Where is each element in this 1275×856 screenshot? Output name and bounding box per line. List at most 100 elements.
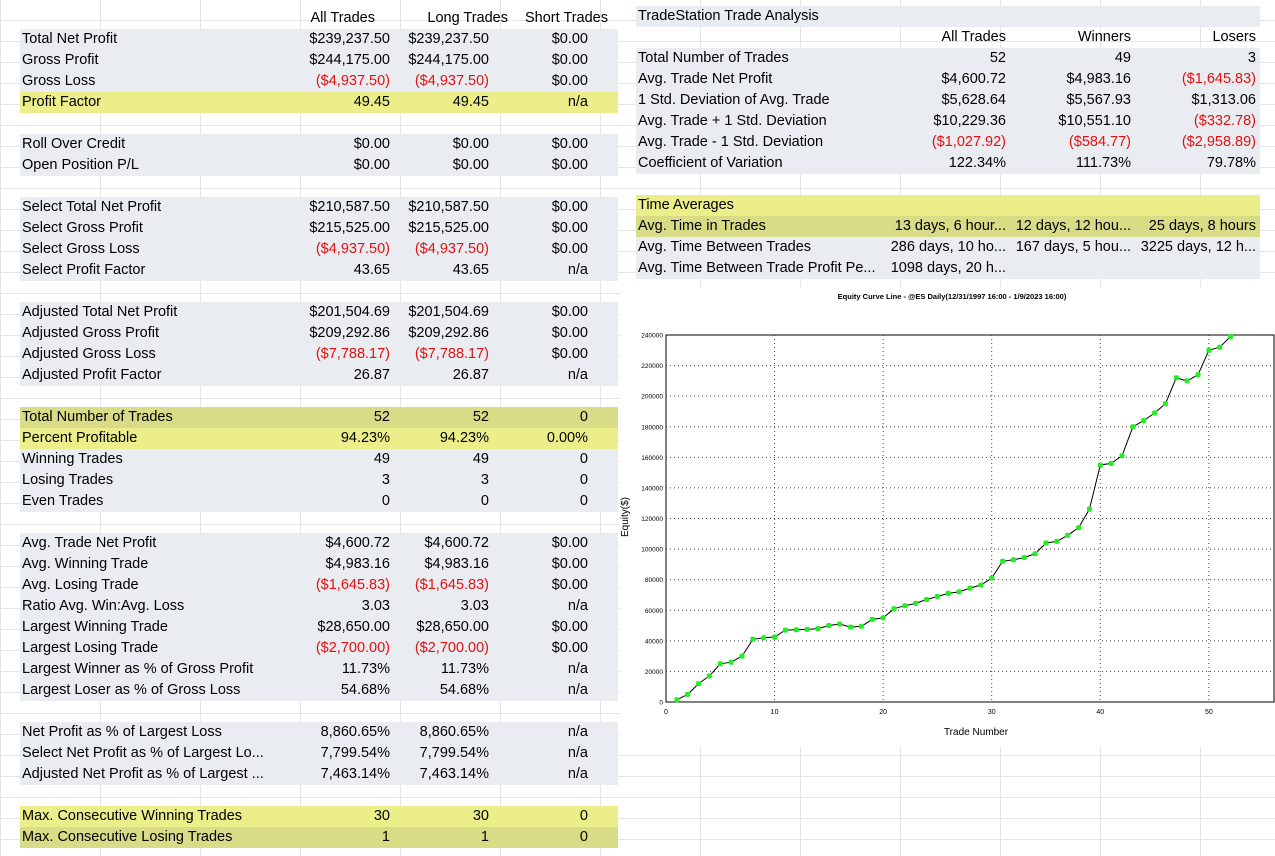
stat-label: Avg. Winning Trade — [22, 556, 149, 572]
stat-row-adjusted-gross-loss: Adjusted Gross Loss ($7,788.17) ($7,788.17… — [20, 344, 618, 365]
stat-value: 3 — [381, 472, 390, 488]
stat-value: ($4,937.50) — [414, 241, 489, 257]
analysis-row-coefficient-of-variation: Coefficient of Variation 122.34% 111.73% 79… — [636, 153, 1260, 174]
left-table-header-row: All Trades Long Trades Short Trades — [20, 8, 618, 29]
stat-value: 0 — [579, 808, 588, 824]
stat-label: Open Position P/L — [22, 157, 139, 173]
stat-value: $244,175.00 — [309, 52, 390, 68]
stat-value: $28,650.00 — [416, 619, 489, 635]
stat-label: Total Number of Trades — [22, 409, 173, 425]
equity-point — [739, 653, 745, 659]
equity-point — [848, 624, 854, 630]
stat-row-net-profit-as-of-largest-loss: Net Profit as % of Largest Loss 8,860.65%… — [20, 722, 618, 743]
stat-value: 0 — [579, 451, 588, 467]
stat-row-losing-trades: Losing Trades 3 3 0 — [20, 470, 618, 491]
stat-value: $239,237.50 — [408, 31, 489, 47]
stat-value: 8,860.65% — [419, 724, 489, 740]
stat-label: Even Trades — [22, 493, 104, 509]
header-all-trades: All Trades — [310, 10, 375, 26]
stat-row-largest-winning-trade: Largest Winning Trade $28,650.00 $28,650.0… — [20, 617, 618, 638]
stat-label: Percent Profitable — [22, 430, 138, 446]
analysis-value: 1098 days, 20 h... — [890, 260, 1006, 276]
stat-row-avg-winning-trade: Avg. Winning Trade $4,983.16 $4,983.16 $0.0… — [20, 554, 618, 575]
stat-row-total-net-profit: Total Net Profit $239,237.50 $239,237.50 $0… — [20, 29, 618, 50]
equity-point — [869, 616, 875, 622]
stat-value: 49 — [373, 451, 390, 467]
analysis-row-avg-trade-1-std-deviation: Avg. Trade - 1 Std. Deviation ($1,027.92)… — [636, 132, 1260, 153]
equity-point — [1130, 424, 1136, 430]
stat-value: $0.00 — [551, 220, 588, 236]
equity-point — [989, 575, 995, 581]
equity-point — [1173, 375, 1179, 381]
equity-point — [685, 691, 691, 697]
stat-label: Select Gross Loss — [22, 241, 140, 257]
equity-point — [945, 590, 951, 596]
stat-label: Adjusted Profit Factor — [22, 367, 162, 383]
spacer-row — [20, 113, 618, 134]
equity-point — [696, 681, 702, 687]
stat-value: $215,525.00 — [408, 220, 489, 236]
analysis-row-1-std-deviation-of-avg-trade: 1 Std. Deviation of Avg. Trade $5,628.64 $… — [636, 90, 1260, 111]
equity-point — [1000, 558, 1006, 564]
stat-value: 7,799.54% — [320, 745, 390, 761]
stat-row-select-net-profit-as-of-largest-lo: Select Net Profit as % of Largest Lo... 7… — [20, 743, 618, 764]
equity-point — [1184, 378, 1190, 384]
stat-value: $239,237.50 — [309, 31, 390, 47]
equity-point — [717, 661, 723, 667]
equity-point — [1108, 460, 1114, 466]
equity-point — [750, 636, 756, 642]
stat-row-total-number-of-trades: Total Number of Trades 52 52 0 — [20, 407, 618, 428]
y-tick-label: 60000 — [645, 608, 663, 615]
stat-value: $0.00 — [551, 640, 588, 656]
stat-label: Adjusted Gross Loss — [22, 346, 156, 362]
equity-point — [1054, 538, 1060, 544]
stat-value: 11.73% — [440, 661, 489, 677]
stat-value: $0.00 — [551, 346, 588, 362]
stat-value: 49.45 — [452, 94, 489, 110]
equity-point — [913, 600, 919, 606]
analysis-label: Avg. Time Between Trades — [638, 239, 812, 255]
analysis-value: $10,229.36 — [933, 113, 1006, 129]
stat-value: $0.00 — [551, 535, 588, 551]
y-tick-label: 120000 — [641, 516, 663, 523]
stat-label: Profit Factor — [22, 94, 101, 110]
stat-value: n/a — [567, 766, 588, 782]
stat-row-avg-losing-trade: Avg. Losing Trade ($1,645.83) ($1,645.83) $… — [20, 575, 618, 596]
analysis-row-avg-time-between-trade-profit-pe: Avg. Time Between Trade Profit Pe... 1098… — [636, 258, 1260, 279]
header-winners: Winners — [1077, 29, 1131, 45]
stat-row-largest-losing-trade: Largest Losing Trade ($2,700.00) ($2,700.0… — [20, 638, 618, 659]
stat-value: $0.00 — [551, 52, 588, 68]
equity-point — [1119, 453, 1125, 459]
analysis-value: ($1,027.92) — [931, 134, 1006, 150]
stat-value: $4,600.72 — [325, 535, 390, 551]
stat-row-select-profit-factor: Select Profit Factor 43.65 43.65 n/a — [20, 260, 618, 281]
stat-value: ($4,937.50) — [315, 241, 390, 257]
stat-value: 11.73% — [341, 661, 390, 677]
stat-value: $0.00 — [551, 136, 588, 152]
stat-value: n/a — [567, 598, 588, 614]
stat-value: 49.45 — [353, 94, 390, 110]
analysis-row-avg-trade-net-profit: Avg. Trade Net Profit $4,600.72 $4,983.16 (… — [636, 69, 1260, 90]
chart-ylabel: Equity($) — [620, 497, 631, 537]
analysis-value: $4,600.72 — [941, 71, 1006, 87]
stat-value: $4,983.16 — [424, 556, 489, 572]
equity-point — [804, 626, 810, 632]
equity-point — [1021, 555, 1027, 560]
stat-value: 7,463.14% — [419, 766, 489, 782]
stat-value: 0.00% — [546, 430, 588, 446]
stat-value: $0.00 — [353, 157, 390, 173]
analysis-value: 25 days, 8 hours — [1148, 218, 1256, 234]
trade-analysis-title-row: TradeStation Trade Analysis — [636, 6, 1260, 27]
analysis-value: ($332.78) — [1193, 113, 1256, 129]
stat-label: Ratio Avg. Win:Avg. Loss — [22, 598, 185, 614]
stat-value: 1 — [480, 829, 489, 845]
analysis-row-avg-time-in-trades: Avg. Time in Trades 13 days, 6 hour... 12 … — [636, 216, 1260, 237]
trade-analysis-table: TradeStation Trade Analysis All Trades W… — [636, 6, 1260, 282]
stat-label: Losing Trades — [22, 472, 114, 488]
stat-value: $0.00 — [551, 325, 588, 341]
stat-row-max-consecutive-losing-trades: Max. Consecutive Losing Trades 1 1 0 — [20, 827, 618, 848]
equity-point — [1162, 401, 1168, 407]
analysis-value: $10,551.10 — [1058, 113, 1131, 129]
equity-point — [772, 634, 778, 640]
stat-label: Avg. Losing Trade — [22, 577, 139, 593]
